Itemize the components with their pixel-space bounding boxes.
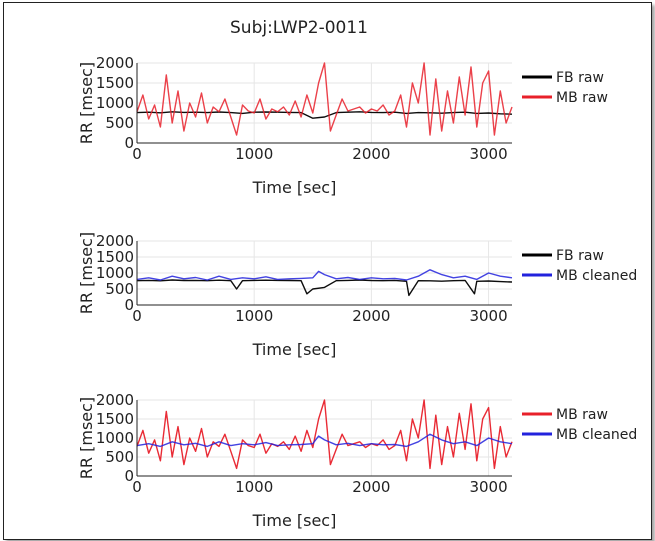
y-tick-label: 1500 [96,410,134,428]
x-tick-label: 0 [132,478,142,496]
legend-label: MB cleaned [556,268,637,284]
legend-label: MB raw [556,407,608,423]
y-tick-label: 500 [105,448,134,466]
series-line-fb-raw [136,111,513,119]
y-tick-label: 2000 [96,232,134,250]
y-tick-label: 500 [105,280,134,298]
series-line-mb-cleaned [136,433,513,448]
y-tick-label: 2000 [96,54,134,72]
figure-canvas: Subj:LWP2-0011 0 1000 2000 3000050010001500… [77,18,637,530]
legend: MB raw MB cleaned [522,407,637,443]
y-tick-label: 1500 [96,74,134,92]
legend-label: FB raw [556,70,604,86]
x-tick-label: 1000 [235,478,273,496]
x-axis-label: Time [sec] [252,511,337,530]
y-tick-label: 500 [105,114,134,132]
y-axis-label: RR [msec] [77,397,96,479]
series-line-mb-raw [136,62,513,136]
y-tick-label: 1000 [96,429,134,447]
series-line-fb-raw [136,279,513,297]
legend-label: MB raw [556,90,608,106]
x-tick-label: 3000 [469,307,507,325]
y-tick-label: 1000 [96,264,134,282]
legend-label: FB raw [556,248,604,264]
x-tick-label: 0 [132,145,142,163]
y-tick-label: 0 [124,467,134,485]
x-tick-label: 1000 [235,145,273,163]
y-axis-label: RR [msec] [77,62,96,144]
legend: FB raw MB cleaned [522,248,637,284]
y-tick-label: 1500 [96,248,134,266]
x-axis-label: Time [sec] [252,340,337,359]
figure-title: Subj:LWP2-0011 [230,18,368,38]
x-tick-label: 2000 [352,478,390,496]
x-tick-label: 1000 [235,307,273,325]
y-tick-label: 0 [124,134,134,152]
series-line-mb-cleaned [136,269,513,281]
y-tick-label: 2000 [96,391,134,409]
y-tick-label: 1000 [96,94,134,112]
legend-label: MB cleaned [556,427,637,443]
x-axis-label: Time [sec] [252,178,337,197]
x-tick-label: 0 [132,307,142,325]
x-tick-label: 3000 [469,478,507,496]
legend: FB raw MB raw [522,70,608,106]
x-tick-label: 3000 [469,145,507,163]
figure-frame: Subj:LWP2-0011 0 1000 2000 3000 0 500 1000 1500… [3,2,652,540]
chart-panel-1: 0 1000 2000 3000 0 500 1000 1500 2000 Time [sec] R… [77,54,608,197]
x-tick-label: 2000 [352,145,390,163]
series-line-mb-raw [136,399,513,470]
y-axis-label: RR [msec] [77,232,96,314]
x-tick-label: 2000 [352,307,390,325]
y-tick-label: 0 [124,296,134,314]
